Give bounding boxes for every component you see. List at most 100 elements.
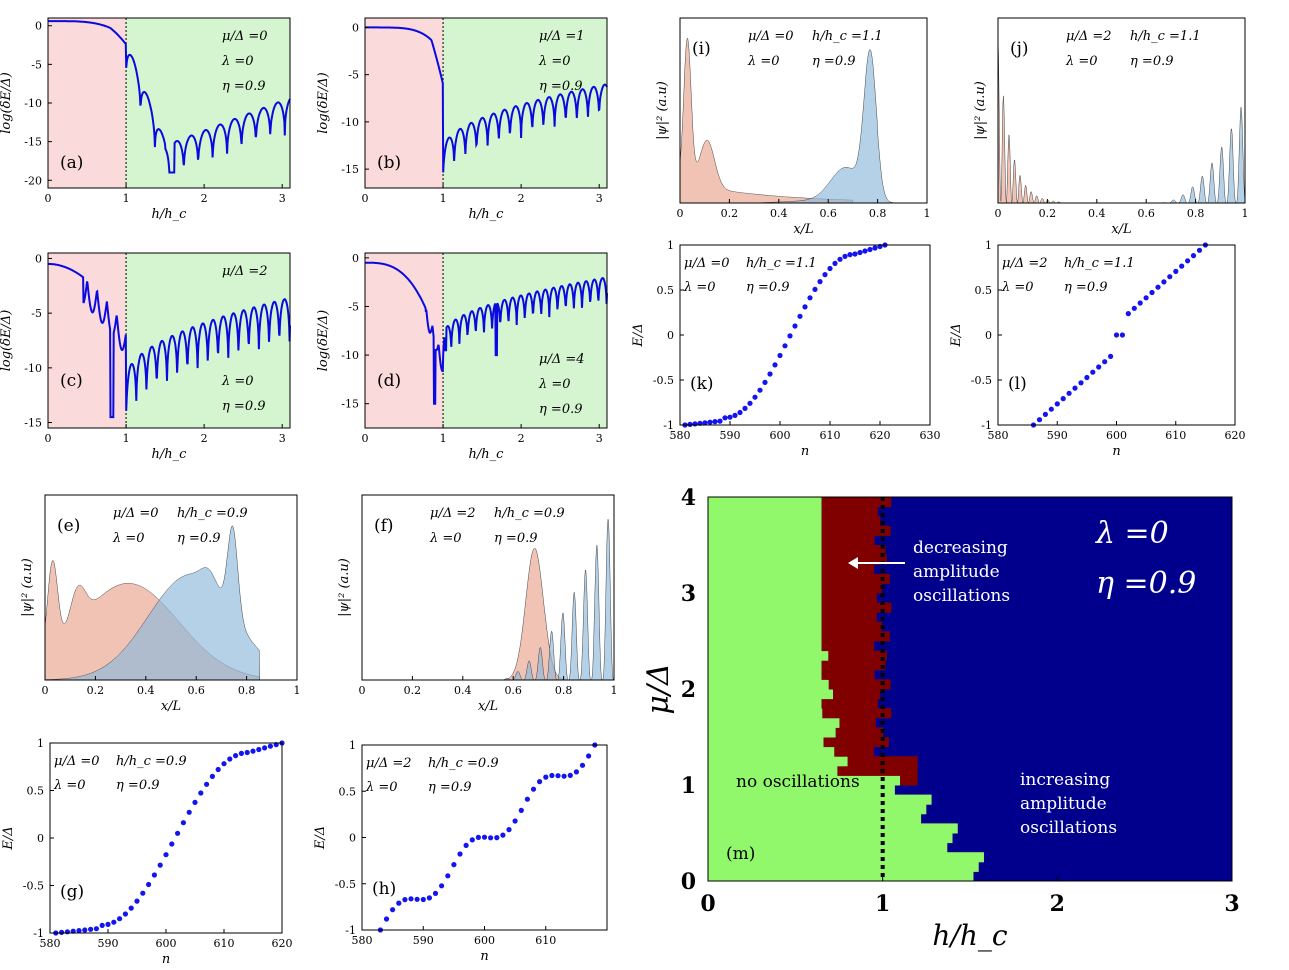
panel-l-eigenvalue-point <box>1072 385 1078 391</box>
panel-b-region-trivial <box>365 18 444 188</box>
panel-f-xtick-label: 1 <box>611 684 618 697</box>
panel-b-ytick-label: 0 <box>352 21 359 34</box>
panel-b-annotation: λ =0 <box>538 54 571 69</box>
panel-m-region-no-oscillation <box>708 497 822 508</box>
panel-g-label: (g) <box>60 882 84 902</box>
panel-i-xtick-label: 0.4 <box>770 207 788 220</box>
panel-m-region-no-oscillation <box>708 641 822 652</box>
panel-g-eigenvalue-point <box>221 761 227 767</box>
panel-e-xlabel: x/L <box>161 699 181 714</box>
panel-m-xtick-label: 1 <box>875 891 890 917</box>
panel-i-annotation: μ/Δ =0 <box>748 29 794 44</box>
panel-h-annotation: μ/Δ =2 <box>366 756 412 771</box>
panel-d-ylabel: log(δE/Δ) <box>316 310 331 372</box>
panel-g-eigenvalue-point <box>93 926 99 932</box>
panel-g-eigenvalue-point <box>64 929 70 935</box>
panel-g-eigenvalue-point <box>105 921 111 928</box>
panel-g-ytick-label: -0.5 <box>23 880 44 893</box>
panel-c-annotation: μ/Δ =2 <box>222 264 268 279</box>
panel-m-region-no-oscillation <box>708 564 822 575</box>
panel-l-eigenvalue-point <box>1048 406 1054 412</box>
panel-c-ytick-label: 0 <box>35 252 42 265</box>
panel-m-region-no-oscillation <box>708 737 824 748</box>
panel-c-energy-curve <box>48 262 291 419</box>
panel-k-eigenvalue-point <box>787 333 793 339</box>
panel-g-eigenvalue-point <box>256 746 262 753</box>
panel-g-eigenvalue-point <box>186 809 192 815</box>
panel-h-ytick-label: 0 <box>349 832 356 845</box>
panel-h-eigenvalue-point <box>567 772 573 779</box>
panel-k-eigenvalue-point <box>782 343 788 349</box>
panel-l-eigenvalue-point <box>1131 305 1137 311</box>
panel-a-xtick-label: 0 <box>45 192 52 205</box>
panel-g-eigenvalue-point <box>117 916 123 922</box>
panel-a-xlabel: h/h_c <box>152 207 188 222</box>
panel-m-region-label: decreasing <box>913 538 1008 558</box>
panel-d-ytick-label: -10 <box>341 349 359 362</box>
panel-b-label: (b) <box>377 153 401 173</box>
panel-k-eigenvalue-point <box>747 400 753 406</box>
panel-l-eigenvalue-point <box>1096 364 1102 370</box>
panel-k-label: (k) <box>690 374 714 394</box>
panel-m-annotation: λ =0 <box>1095 516 1169 551</box>
panel-e-annotation: μ/Δ =0 <box>113 506 159 521</box>
panel-l-eigenvalue-point <box>1066 390 1072 396</box>
panel-d-ytick-label: -5 <box>348 300 359 313</box>
panel-m-region-decreasing <box>821 583 882 594</box>
panel-k-xtick-label: 620 <box>870 429 891 442</box>
panel-m-region-no-oscillation <box>708 631 822 642</box>
panel-h-eigenvalue-point <box>396 900 402 906</box>
panel-l-eigenvalue-point <box>1119 332 1125 338</box>
panel-m-region-no-oscillation <box>708 650 829 661</box>
panel-h-annotation: h/h_c =0.9 <box>428 756 499 771</box>
panel-k-frame <box>679 244 931 426</box>
panel-m-region-decreasing <box>821 621 882 632</box>
panel-m-region-decreasing <box>839 717 876 728</box>
panel-j-xlabel: x/L <box>1111 222 1131 237</box>
panel-g-eigenvalue-point <box>209 773 215 780</box>
panel-m-region-no-oscillation <box>708 660 822 671</box>
panel-g-eigenvalue-point <box>227 756 233 762</box>
panel-k-eigenvalue-point <box>767 371 773 377</box>
panel-m-region-no-oscillation <box>708 602 822 613</box>
panel-m-region-decreasing <box>834 746 874 757</box>
panel-e-ylabel: |ψ|² (a.u) <box>20 558 35 617</box>
panel-k-annotation: h/h_c =1.1 <box>746 256 817 271</box>
panel-g-eigenvalue-point <box>88 926 94 932</box>
panel-k-eigenvalue-point <box>757 387 763 393</box>
panel-k-ytick-label: -1 <box>663 419 674 432</box>
panel-g-xtick-label: 600 <box>156 937 177 950</box>
panel-g-annotation: η =0.9 <box>116 778 160 793</box>
panel-l-eigenvalue-point <box>1078 380 1084 386</box>
panel-d-ytick-label: 0 <box>352 252 359 265</box>
panel-l-eigenvalue-point <box>1060 396 1066 402</box>
panel-m-region-decreasing <box>821 516 881 527</box>
panel-h-eigenvalue-point <box>432 890 439 897</box>
panel-h-eigenvalue-point <box>445 873 451 879</box>
panel-k-xtick-label: 580 <box>670 429 691 442</box>
panel-b-annotation: η =0.9 <box>539 79 583 94</box>
panel-b-xlabel: h/h_c <box>469 207 505 222</box>
panel-k-eigenvalue-point <box>797 313 803 319</box>
panel-g-annotation: λ =0 <box>53 778 86 793</box>
panel-h-eigenvalue-point <box>451 862 457 868</box>
panel-c-xtick-label: 3 <box>279 432 286 445</box>
panel-l-xtick-label: 610 <box>1165 429 1186 442</box>
panel-h-annotation: η =0.9 <box>428 780 472 795</box>
panel-k-eigenvalue-point <box>732 412 738 418</box>
panel-f-ylabel: |ψ|² (a.u) <box>337 558 352 617</box>
panel-e-xtick-label: 0.6 <box>187 684 205 697</box>
panel-m-ytick-label: 3 <box>681 581 696 607</box>
panel-a-annotation: μ/Δ =0 <box>222 29 268 44</box>
panel-c-ytick-label: -15 <box>24 417 42 430</box>
panel-j-annotation: λ =0 <box>1065 54 1098 69</box>
panel-h-eigenvalue-point <box>383 916 390 922</box>
panel-m-region-decreasing <box>821 564 875 575</box>
panel-m-region-no-oscillation <box>708 871 974 882</box>
panel-h-eigenvalue-point <box>420 896 426 903</box>
panel-h-eigenvalue-point <box>506 827 512 833</box>
panel-g-eigenvalue-point <box>175 830 181 836</box>
panel-f-xtick-label: 0.8 <box>555 684 573 697</box>
panel-a-ytick-label: 0 <box>35 20 42 33</box>
panel-d-annotation: λ =0 <box>538 377 571 392</box>
